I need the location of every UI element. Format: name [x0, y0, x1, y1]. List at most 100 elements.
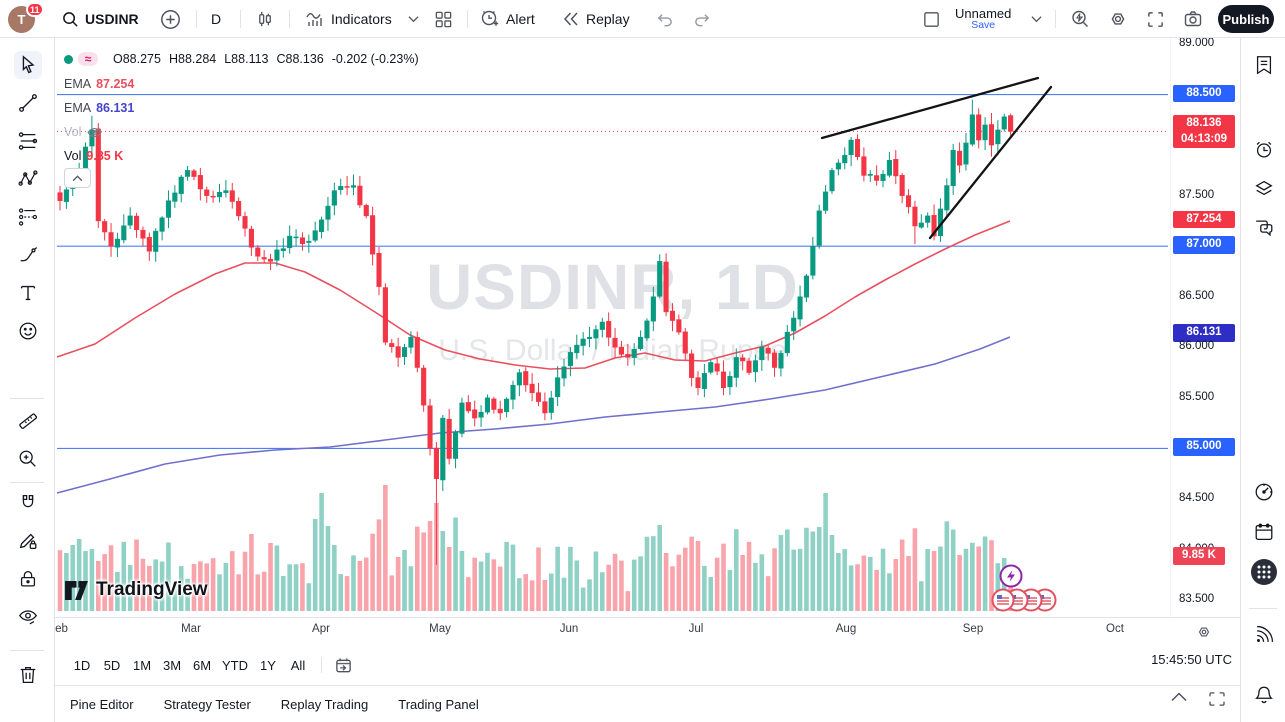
- create-alert-button[interactable]: Alert: [480, 0, 535, 38]
- text-tool-button[interactable]: [14, 279, 42, 307]
- price-tick: 86.500: [1179, 289, 1215, 302]
- ohlc-low: L88.113: [224, 52, 269, 66]
- notifications-bell-button[interactable]: [1250, 681, 1278, 709]
- quick-search-button[interactable]: [1070, 0, 1090, 38]
- snapshot-button[interactable]: [1183, 0, 1203, 38]
- price-axis[interactable]: 89.000 88.500 88.136 04:13:09 87.500 87.254 87…: [1170, 37, 1240, 617]
- drawing-mode-lock-button[interactable]: [14, 527, 42, 555]
- price-badge: 86.131: [1173, 324, 1235, 342]
- chart-style-button[interactable]: [256, 0, 275, 38]
- range-button-1y[interactable]: 1Y: [260, 657, 276, 673]
- price-tick: 86.000: [1179, 340, 1215, 353]
- month-tick: Mar: [181, 623, 201, 635]
- settings-button[interactable]: [1108, 0, 1128, 38]
- all-apps-button[interactable]: [1250, 558, 1278, 586]
- countdown-timer: 04:13:09: [1180, 132, 1228, 145]
- hide-drawings-button[interactable]: [14, 603, 42, 631]
- tab-strategy-tester[interactable]: Strategy Tester: [163, 696, 251, 712]
- divider: [10, 398, 44, 399]
- add-symbol-button[interactable]: [160, 0, 181, 38]
- symbol-search-button[interactable]: USDINR: [62, 0, 139, 38]
- pattern-tool-button[interactable]: [14, 165, 42, 193]
- price-tick: 84.500: [1179, 491, 1215, 504]
- tab-trading-panel[interactable]: Trading Panel: [398, 696, 479, 712]
- lock-drawings-button[interactable]: [14, 565, 42, 593]
- replay-icon: [562, 10, 580, 28]
- layout-name-button[interactable]: Unnamed Save: [955, 0, 1011, 38]
- go-to-date-icon[interactable]: [334, 656, 353, 675]
- separator: [321, 657, 322, 673]
- tradingview-logo-text: TradingView: [96, 579, 208, 600]
- range-button-5d[interactable]: 5D: [103, 657, 121, 673]
- range-button-all[interactable]: All: [290, 657, 306, 673]
- prediction-tool-button[interactable]: [14, 203, 42, 231]
- range-button-6m[interactable]: 6M: [192, 657, 212, 673]
- axis-settings-gear-icon[interactable]: [1196, 624, 1212, 640]
- volume-row[interactable]: Vol 9.85 K: [64, 147, 123, 165]
- panel-maximize-icon[interactable]: [1209, 692, 1225, 706]
- price-badge: 87.254: [1173, 210, 1235, 229]
- time-axis[interactable]: Feb Mar Apr May Jun Jul Aug Sep Oct: [48, 617, 1240, 645]
- tradingview-logo[interactable]: TradingView: [64, 579, 208, 601]
- vol-hidden-label: Vol: [64, 125, 82, 139]
- timeframe-button[interactable]: D: [211, 0, 221, 38]
- drawing-toolbar: [0, 38, 55, 722]
- hotlists-button[interactable]: [1250, 174, 1278, 202]
- ohlc-row[interactable]: ≈ O88.275 H88.284 L88.113 C88.136 -0.202…: [64, 50, 422, 68]
- emoji-tool-button[interactable]: [14, 317, 42, 345]
- indicators-button[interactable]: Indicators: [305, 0, 392, 38]
- ema-slow-row[interactable]: EMA 86.131: [64, 99, 134, 117]
- fullscreen-button[interactable]: [1146, 0, 1165, 38]
- cursor-tool-button[interactable]: [14, 51, 42, 79]
- volume-hidden-row[interactable]: Vol: [64, 123, 103, 141]
- alerts-button[interactable]: [1250, 136, 1278, 164]
- brush-tool-button[interactable]: [14, 241, 42, 269]
- wave-badge-icon: ≈: [78, 52, 98, 66]
- layout-grid-button[interactable]: [434, 0, 453, 38]
- range-button-1d[interactable]: 1D: [73, 657, 91, 673]
- calendar-button[interactable]: [1250, 518, 1278, 546]
- price-tick: 83.500: [1179, 593, 1215, 606]
- fib-retracement-tool-button[interactable]: [14, 127, 42, 155]
- panel-expand-chevron-icon[interactable]: [1171, 692, 1187, 706]
- redo-button[interactable]: [693, 0, 712, 38]
- measure-tool-button[interactable]: [14, 407, 42, 435]
- month-tick: Jul: [688, 623, 704, 635]
- screener-button[interactable]: [1250, 478, 1278, 506]
- range-button-1m[interactable]: 1M: [132, 657, 152, 673]
- undo-button[interactable]: [655, 0, 674, 38]
- save-layout-icon-button[interactable]: [922, 0, 941, 38]
- trend-line-tool-button[interactable]: [14, 89, 42, 117]
- ideas-stream-button[interactable]: [1250, 621, 1278, 649]
- zoom-in-tool-button[interactable]: [14, 445, 42, 473]
- chart-canvas[interactable]: [55, 38, 1168, 617]
- month-tick: Jun: [559, 623, 579, 635]
- ema-fast-row[interactable]: EMA 87.254: [64, 75, 134, 93]
- clock-utc[interactable]: 15:45:50 UTC: [1151, 652, 1232, 667]
- bottom-panel-controls: [1171, 692, 1225, 706]
- month-tick: Aug: [835, 623, 857, 635]
- remove-drawings-button[interactable]: [14, 661, 42, 689]
- price-tick: 87.500: [1179, 188, 1215, 201]
- price-badge: 87.000: [1173, 236, 1235, 254]
- range-button-3m[interactable]: 3M: [162, 657, 182, 673]
- indicator-templates-button[interactable]: [408, 0, 419, 38]
- ema-fast-label: EMA: [64, 77, 92, 91]
- tradingview-mark-icon: [65, 580, 88, 600]
- watchlist-button[interactable]: [1250, 51, 1278, 79]
- divider: [1249, 608, 1277, 609]
- range-button-ytd[interactable]: YTD: [222, 657, 248, 673]
- tab-replay-trading[interactable]: Replay Trading: [280, 696, 369, 712]
- publish-button[interactable]: Publish: [1218, 5, 1274, 33]
- layout-menu-button[interactable]: [1031, 0, 1042, 38]
- replay-button[interactable]: Replay: [562, 0, 630, 38]
- bottom-panel: Pine Editor Strategy Tester Replay Trading…: [55, 685, 1240, 722]
- chat-button[interactable]: [1250, 214, 1278, 242]
- plus-circle-icon: [160, 9, 181, 30]
- magnet-tool-button[interactable]: [14, 489, 42, 517]
- eye-off-icon[interactable]: [86, 124, 103, 141]
- ohlc-high: H88.284: [168, 52, 217, 66]
- gear-icon: [1108, 9, 1128, 29]
- tab-pine-editor[interactable]: Pine Editor: [70, 696, 134, 712]
- legend-collapse-button[interactable]: [64, 168, 91, 188]
